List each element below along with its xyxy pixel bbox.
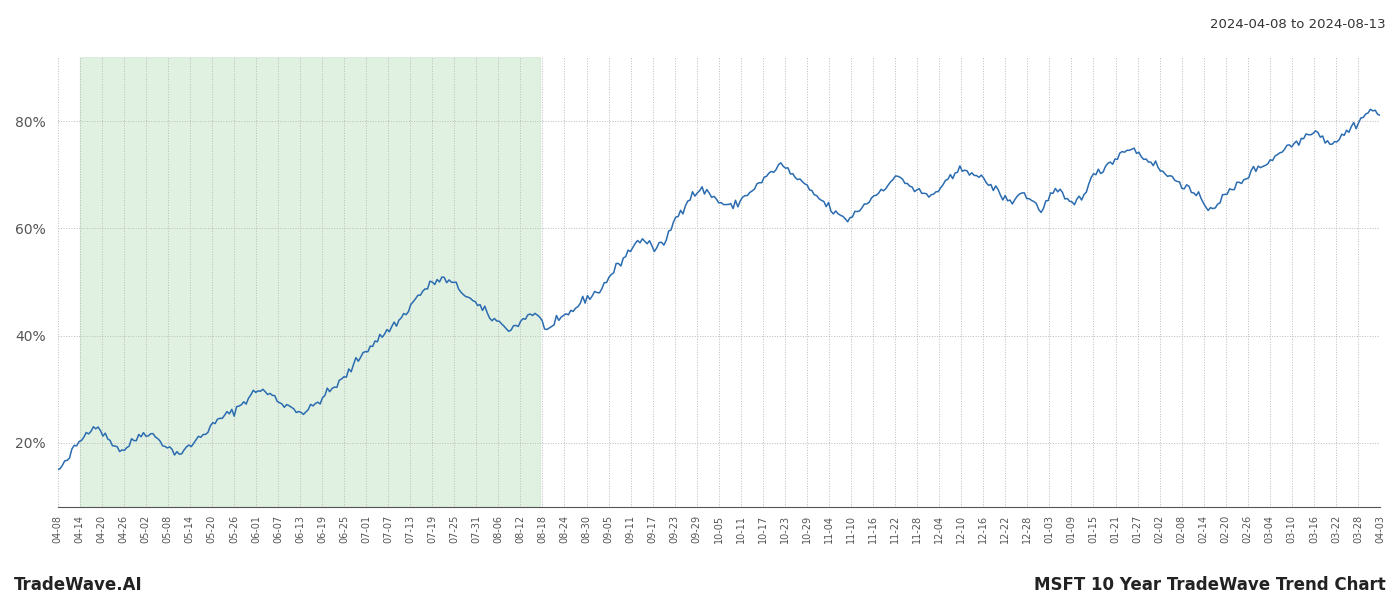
Text: MSFT 10 Year TradeWave Trend Chart: MSFT 10 Year TradeWave Trend Chart [1035, 576, 1386, 594]
Text: 2024-04-08 to 2024-08-13: 2024-04-08 to 2024-08-13 [1211, 18, 1386, 31]
Bar [80, 57, 540, 507]
Text: TradeWave.AI: TradeWave.AI [14, 576, 143, 594]
